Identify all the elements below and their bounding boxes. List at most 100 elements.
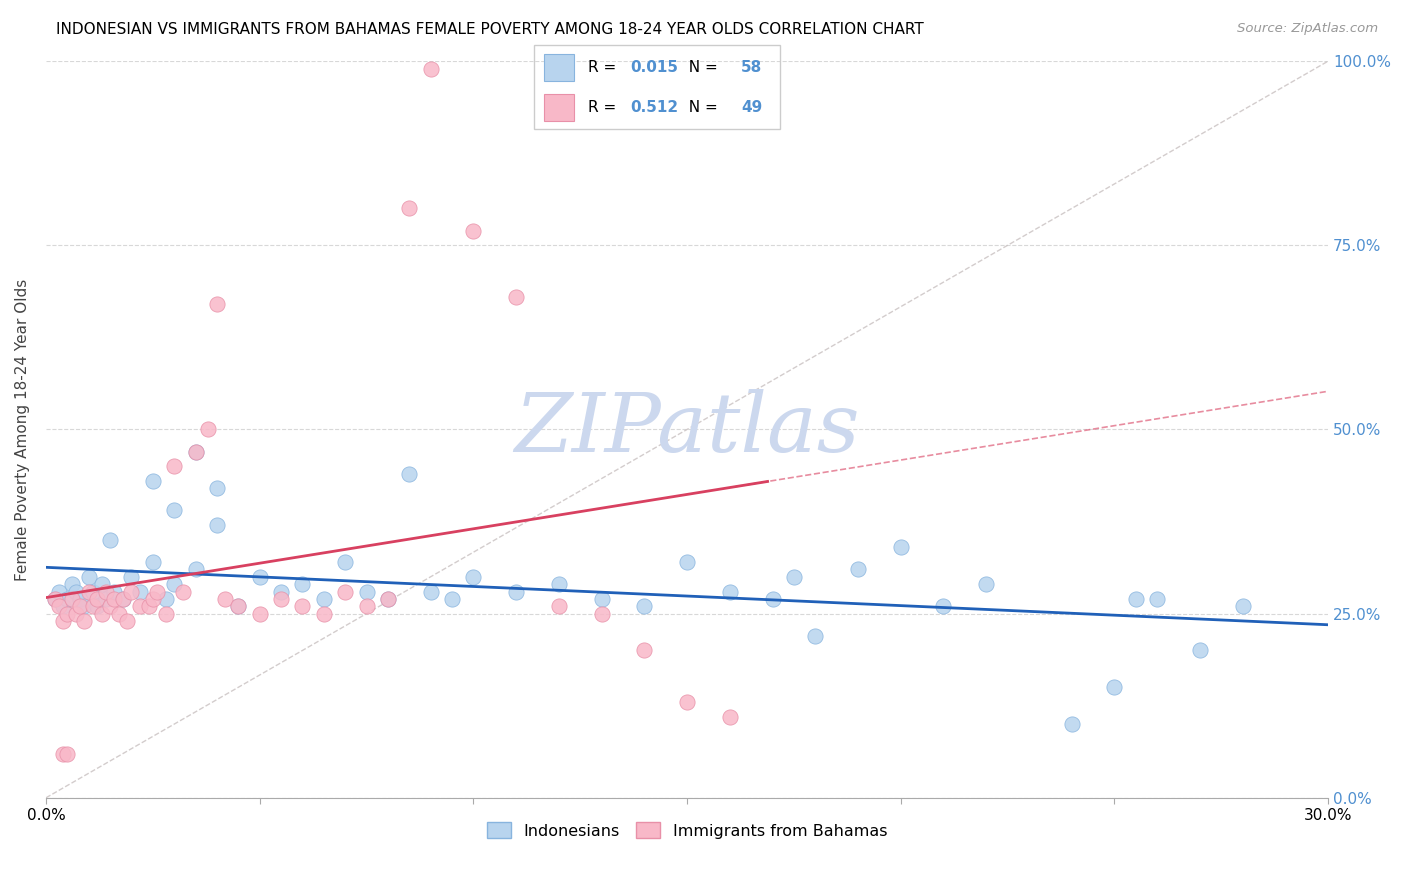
Y-axis label: Female Poverty Among 18-24 Year Olds: Female Poverty Among 18-24 Year Olds	[15, 278, 30, 581]
Point	[138, 599, 160, 614]
Point	[184, 444, 207, 458]
Point	[547, 599, 569, 614]
Point	[142, 555, 165, 569]
Point	[82, 599, 104, 614]
Point	[65, 584, 87, 599]
Point	[356, 599, 378, 614]
Point	[56, 607, 79, 621]
Point	[333, 584, 356, 599]
Point	[676, 555, 699, 569]
Point	[77, 570, 100, 584]
Point	[419, 584, 441, 599]
Text: 49: 49	[741, 100, 762, 115]
Point	[94, 584, 117, 599]
Point	[804, 629, 827, 643]
Legend: Indonesians, Immigrants from Bahamas: Indonesians, Immigrants from Bahamas	[481, 815, 894, 845]
Text: 0.512: 0.512	[630, 100, 678, 115]
Text: N =: N =	[679, 100, 723, 115]
Point	[718, 710, 741, 724]
Point	[890, 541, 912, 555]
Point	[205, 297, 228, 311]
Point	[155, 591, 177, 606]
Point	[120, 570, 142, 584]
Text: R =: R =	[588, 100, 621, 115]
Point	[142, 591, 165, 606]
Point	[103, 584, 125, 599]
Point	[115, 614, 138, 628]
Point	[48, 599, 70, 614]
Point	[142, 474, 165, 488]
Point	[129, 584, 152, 599]
Point	[214, 591, 236, 606]
Text: Source: ZipAtlas.com: Source: ZipAtlas.com	[1237, 22, 1378, 36]
Point	[44, 591, 66, 606]
Point	[356, 584, 378, 599]
Point	[56, 591, 79, 606]
Point	[86, 599, 108, 614]
Point	[205, 518, 228, 533]
Point	[333, 555, 356, 569]
Point	[226, 599, 249, 614]
Point	[111, 591, 134, 606]
Point	[73, 614, 96, 628]
Point	[633, 643, 655, 657]
Point	[312, 591, 335, 606]
Point	[94, 591, 117, 606]
Point	[44, 591, 66, 606]
Point	[163, 459, 186, 474]
Point	[270, 584, 292, 599]
Point	[932, 599, 955, 614]
Point	[591, 607, 613, 621]
Point	[163, 503, 186, 517]
Point	[103, 591, 125, 606]
Point	[52, 599, 75, 614]
Point	[676, 695, 699, 709]
Point	[120, 584, 142, 599]
Point	[718, 584, 741, 599]
Point	[56, 747, 79, 761]
Point	[98, 533, 121, 547]
Point	[86, 591, 108, 606]
Text: N =: N =	[679, 60, 723, 75]
Point	[90, 607, 112, 621]
Text: ZIPatlas: ZIPatlas	[515, 390, 860, 469]
Point	[163, 577, 186, 591]
Point	[65, 607, 87, 621]
Point	[82, 584, 104, 599]
Point	[184, 562, 207, 576]
Point	[463, 570, 485, 584]
Point	[129, 599, 152, 614]
Point	[249, 607, 271, 621]
Point	[249, 570, 271, 584]
Point	[77, 584, 100, 599]
Point	[155, 607, 177, 621]
Bar	[544, 54, 574, 81]
Point	[73, 599, 96, 614]
Point	[52, 747, 75, 761]
Point	[547, 577, 569, 591]
Text: 58: 58	[741, 60, 762, 75]
Point	[205, 482, 228, 496]
Text: R =: R =	[588, 60, 621, 75]
Point	[291, 599, 314, 614]
Point	[111, 591, 134, 606]
Point	[419, 62, 441, 76]
Point	[633, 599, 655, 614]
Point	[69, 599, 91, 614]
Point	[270, 591, 292, 606]
Point	[69, 591, 91, 606]
Text: 0.015: 0.015	[630, 60, 678, 75]
Point	[52, 614, 75, 628]
Point	[1188, 643, 1211, 657]
Point	[184, 444, 207, 458]
Point	[761, 591, 783, 606]
Point	[591, 591, 613, 606]
Point	[505, 290, 527, 304]
Point	[90, 577, 112, 591]
Point	[1125, 591, 1147, 606]
Point	[312, 607, 335, 621]
Point	[1104, 681, 1126, 695]
Text: INDONESIAN VS IMMIGRANTS FROM BAHAMAS FEMALE POVERTY AMONG 18-24 YEAR OLDS CORRE: INDONESIAN VS IMMIGRANTS FROM BAHAMAS FE…	[56, 22, 924, 37]
Point	[1060, 717, 1083, 731]
Point	[226, 599, 249, 614]
